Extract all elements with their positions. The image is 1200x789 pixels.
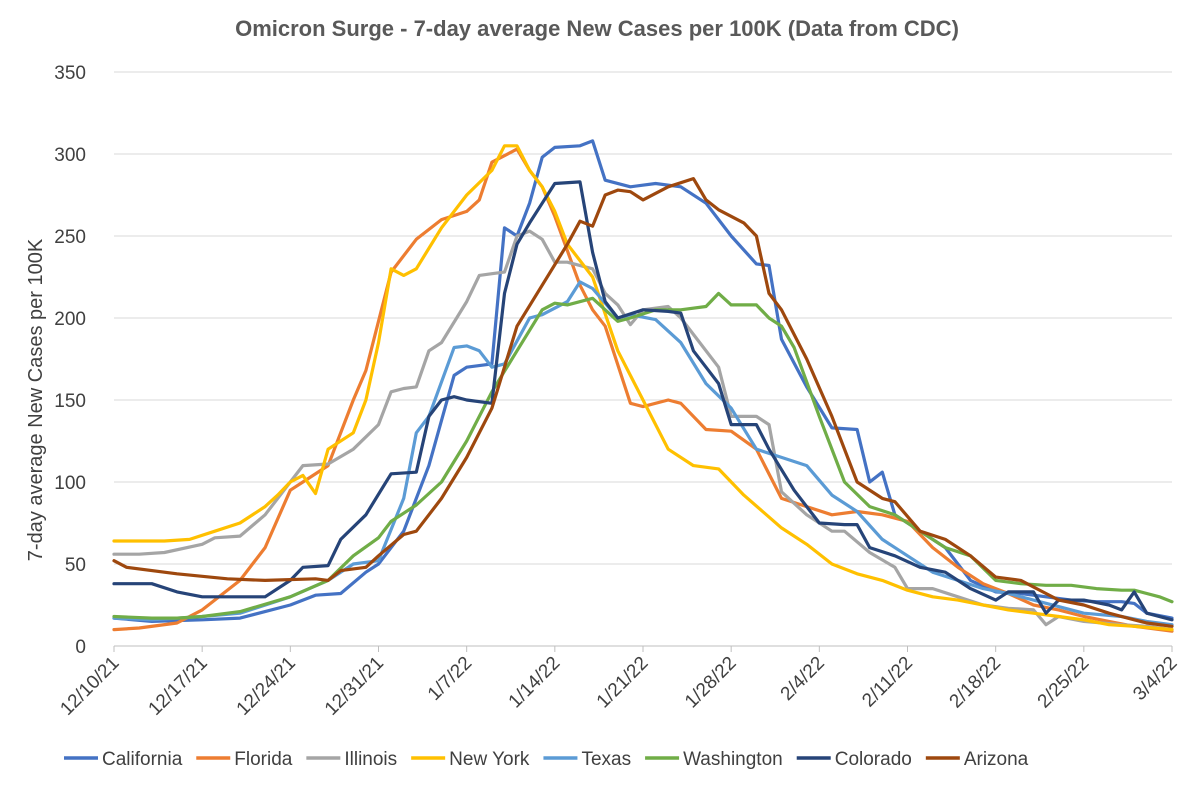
x-tick-label: 2/4/22 — [777, 653, 829, 705]
legend-label: Colorado — [835, 749, 912, 770]
legend-label: Texas — [581, 749, 631, 770]
legend-label: New York — [449, 749, 530, 770]
series-line-colorado — [112, 180, 1174, 622]
y-tick-label: 100 — [54, 473, 86, 494]
legend-item-new-york: New York — [411, 749, 530, 770]
x-tick-label: 2/11/22 — [858, 653, 917, 712]
series-lines — [112, 139, 1174, 633]
legend-label: Florida — [234, 749, 293, 770]
x-tick-label: 2/18/22 — [946, 653, 1006, 713]
series-line-washington — [112, 291, 1174, 620]
series-line-new-york — [112, 144, 1174, 632]
x-tick-label: 12/24/21 — [233, 653, 300, 720]
y-tick-label: 200 — [54, 309, 86, 330]
legend-item-texas: Texas — [543, 749, 631, 770]
legend-item-california: California — [64, 749, 183, 770]
y-tick-label: 300 — [54, 145, 86, 166]
x-tick-label: 1/14/22 — [505, 653, 565, 713]
y-tick-label: 0 — [75, 637, 86, 658]
x-tick-label: 1/28/22 — [681, 653, 741, 713]
series-line-arizona — [112, 177, 1174, 628]
y-axis-label: 7-day average New Cases per 100K — [25, 238, 47, 561]
series-line-texas — [112, 280, 1174, 627]
legend-item-illinois: Illinois — [306, 749, 397, 770]
legend-item-washington: Washington — [645, 749, 783, 770]
x-tick-label: 2/25/22 — [1034, 653, 1094, 713]
x-tick-label: 12/31/21 — [321, 653, 388, 720]
x-tick-label: 1/7/22 — [424, 653, 476, 705]
gridlines — [114, 71, 1172, 647]
legend-item-colorado: Colorado — [796, 749, 912, 770]
legend-item-florida: Florida — [196, 749, 293, 770]
series-line-florida — [112, 147, 1174, 633]
y-tick-label: 50 — [65, 555, 86, 576]
x-axis-ticks: 12/10/21 12/17/21 12/24/21 12/31/21 1/7/22 1/… — [56, 646, 1182, 720]
series-line-california — [112, 139, 1174, 624]
y-tick-label: 350 — [54, 63, 86, 84]
y-tick-label: 150 — [54, 391, 86, 412]
x-tick-label: 1/21/22 — [593, 653, 653, 713]
series-line-illinois — [112, 229, 1174, 632]
x-tick-label: 12/17/21 — [145, 653, 212, 720]
legend-label: Arizona — [964, 749, 1029, 770]
legend: California Florida Illinois New York Texas Wa… — [64, 749, 1029, 770]
chart-title: Omicron Surge - 7-day average New Cases … — [235, 16, 959, 41]
x-tick-label: 3/4/22 — [1129, 653, 1181, 705]
legend-item-arizona: Arizona — [925, 749, 1029, 770]
legend-label: Illinois — [344, 749, 397, 770]
y-tick-label: 250 — [54, 227, 86, 248]
x-tick-label: 12/10/21 — [56, 653, 123, 720]
legend-label: Washington — [683, 749, 783, 770]
y-axis-ticks: 0 50 100 150 200 250 300 350 — [54, 63, 86, 658]
legend-label: California — [102, 749, 183, 770]
